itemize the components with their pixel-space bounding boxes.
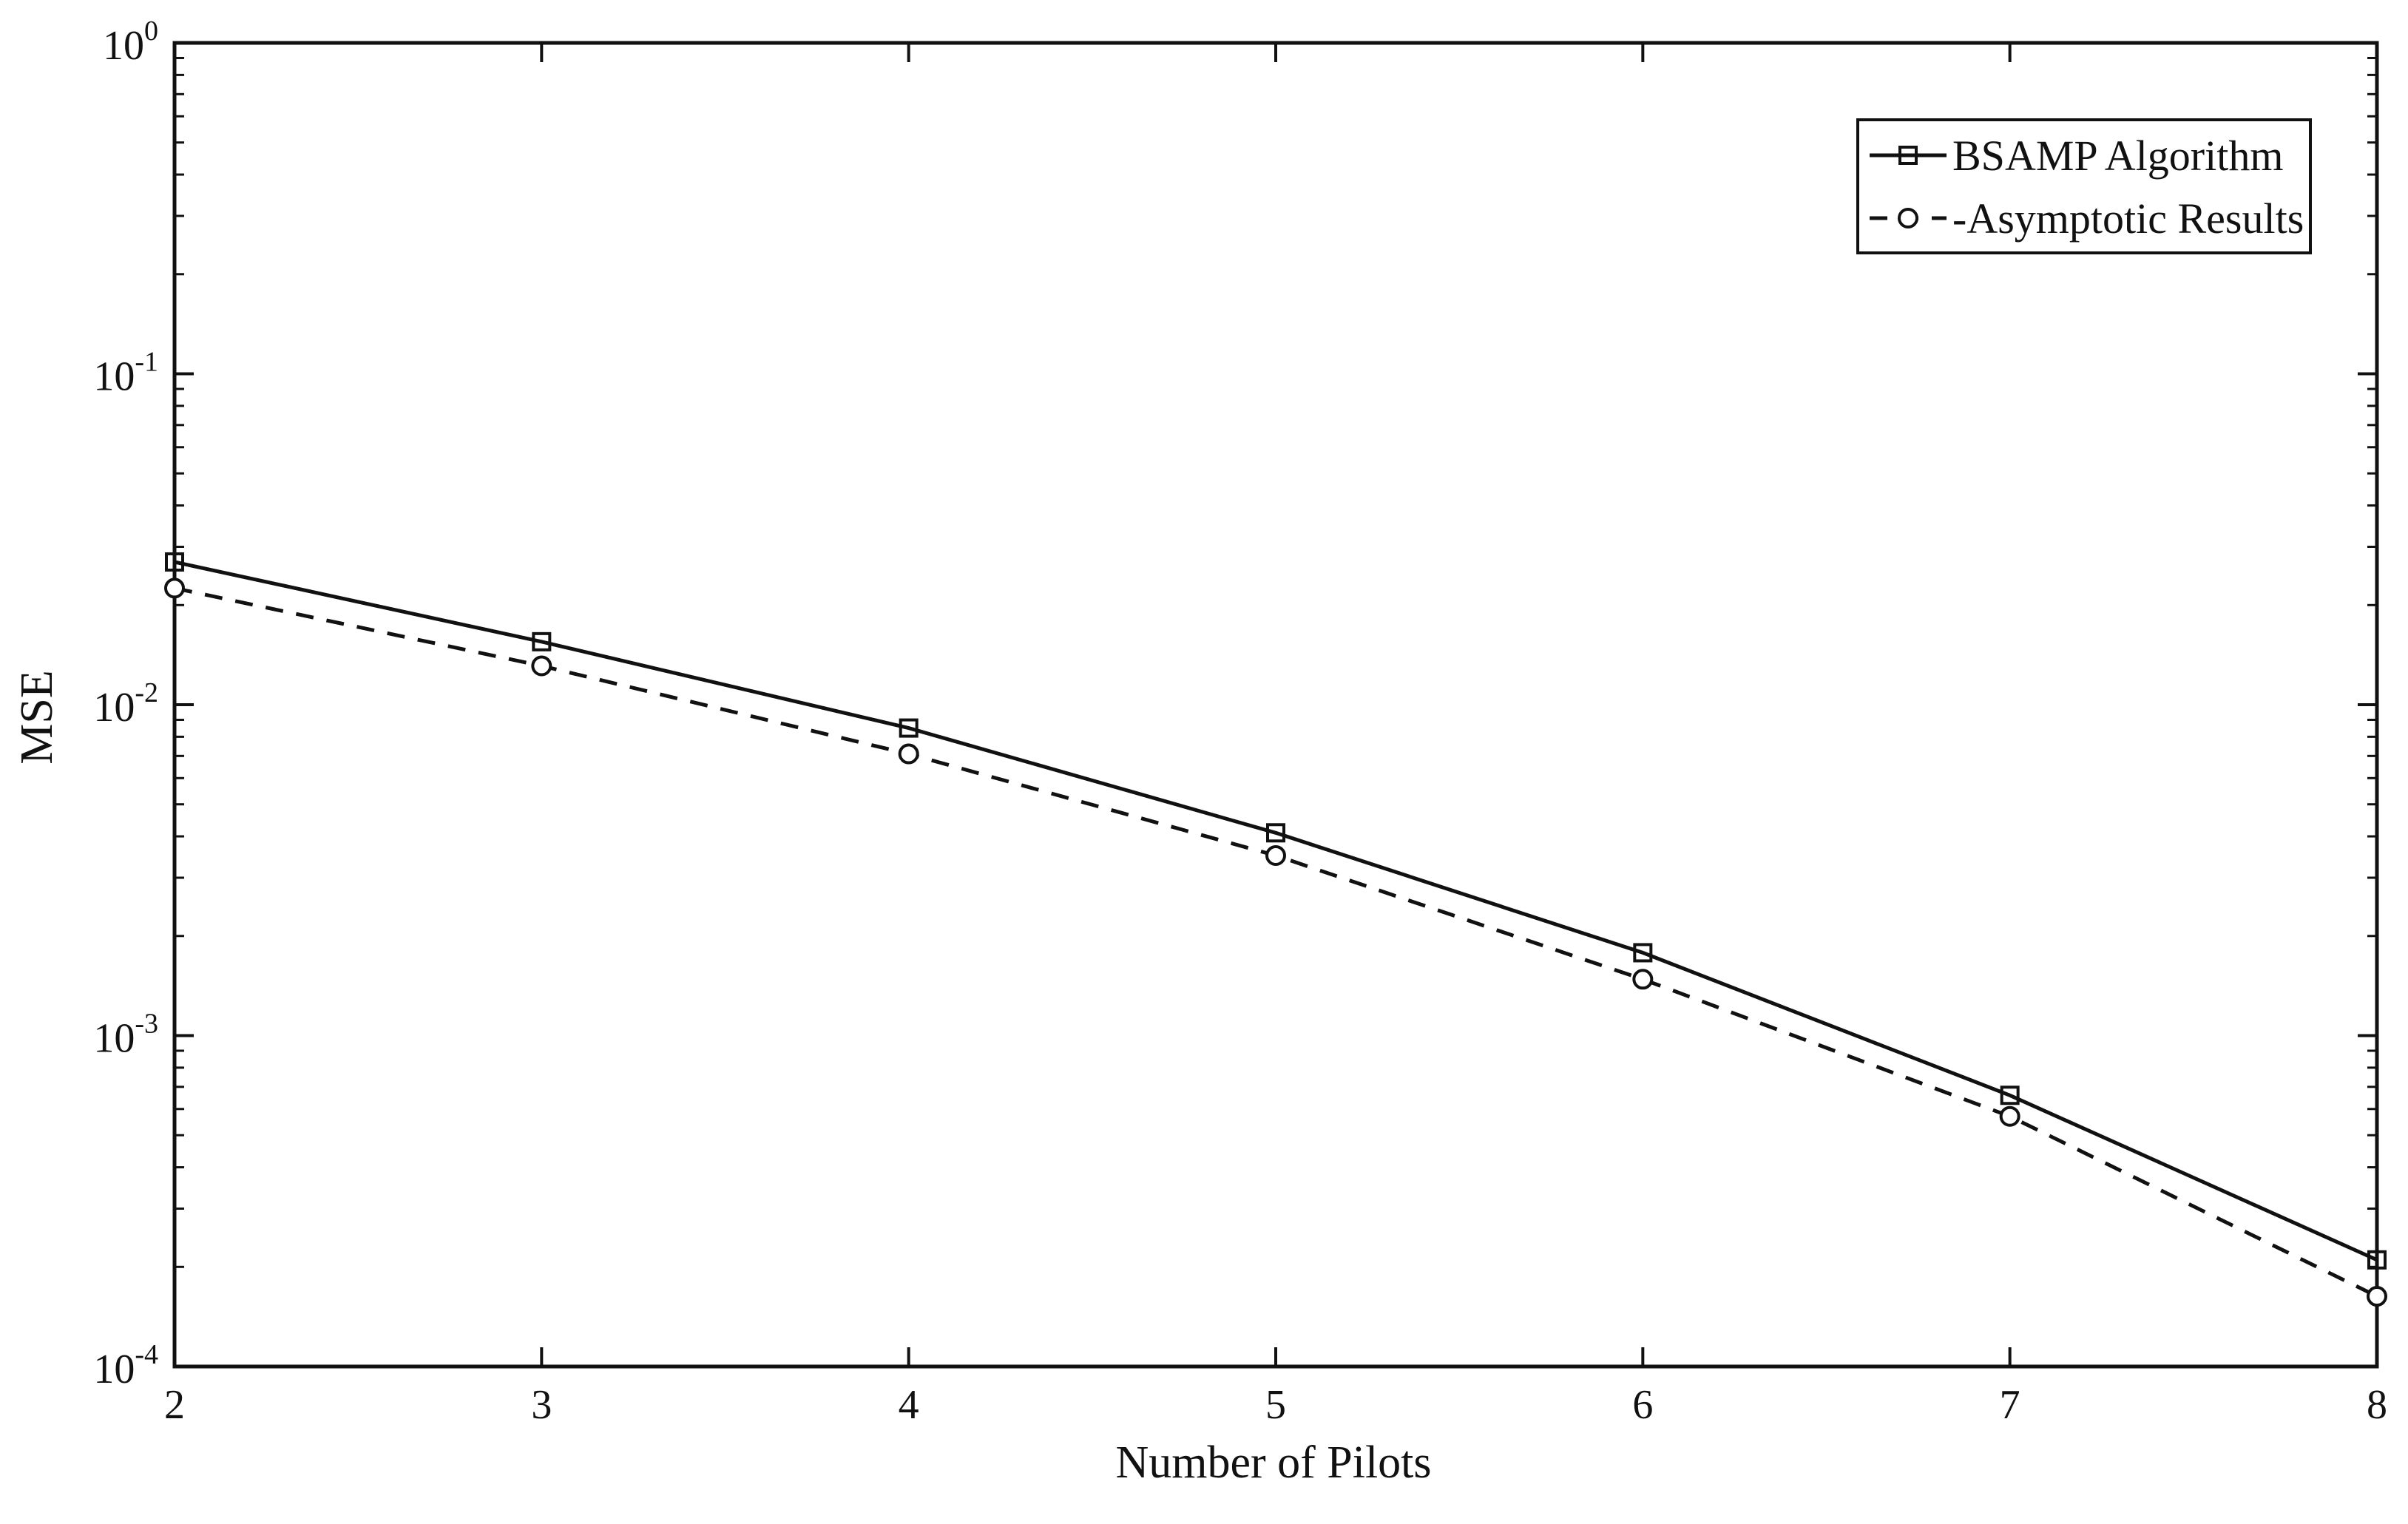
data-point-asymptotic	[898, 743, 919, 765]
y-tick-label: 10-1	[93, 347, 158, 400]
x-tick-label: 8	[2367, 1382, 2387, 1428]
data-point-bsamp	[2000, 1086, 2020, 1105]
data-point-asymptotic	[1999, 1105, 2020, 1127]
x-axis-title: Number of Pilots	[1115, 1437, 1431, 1488]
series-line-bsamp	[174, 560, 2378, 1262]
data-point-asymptotic	[1632, 969, 1654, 990]
y-tick-label: 10-2	[93, 677, 158, 731]
x-tick-label: 5	[1265, 1382, 1286, 1428]
data-point-bsamp	[532, 631, 552, 651]
y-axis-title: MSE	[12, 670, 62, 764]
data-point-bsamp	[165, 552, 184, 572]
plot-area	[172, 41, 2379, 1369]
x-axis: 2 3 4 5 6 7 8	[164, 43, 2387, 1428]
series-layer	[164, 552, 2387, 1307]
legend-label-asymptotic: -Asymptotic Results	[1952, 194, 2304, 243]
x-tick-label: 4	[899, 1382, 919, 1428]
x-tick-label: 7	[2000, 1382, 2020, 1428]
y-axis: 100 10-1 10-2 10-3 10-4	[93, 16, 2377, 1392]
data-point-bsamp	[1633, 943, 1653, 963]
data-point-bsamp	[899, 718, 919, 738]
legend-box	[1856, 118, 2312, 254]
y-tick-label: 10-4	[93, 1339, 158, 1392]
x-tick-label: 6	[1632, 1382, 1653, 1428]
data-point-asymptotic	[2367, 1286, 2387, 1307]
data-point-asymptotic	[1265, 845, 1286, 867]
legend-label-bsamp: BSAMP Algorithm	[1952, 132, 2283, 180]
x-tick-label: 3	[531, 1382, 552, 1428]
data-point-asymptotic	[531, 655, 552, 677]
x-tick-label: 2	[164, 1382, 185, 1428]
data-point-bsamp	[1266, 823, 1285, 843]
legend-marker-circle	[1898, 208, 1918, 228]
data-point-bsamp	[2367, 1250, 2387, 1270]
legend: BSAMP Algorithm -Asymptotic Results	[1856, 118, 2312, 254]
y-tick-label: 100	[103, 16, 158, 69]
data-point-asymptotic	[164, 578, 185, 599]
legend-marker-square	[1898, 146, 1918, 165]
y-tick-label: 10-3	[93, 1009, 158, 1062]
